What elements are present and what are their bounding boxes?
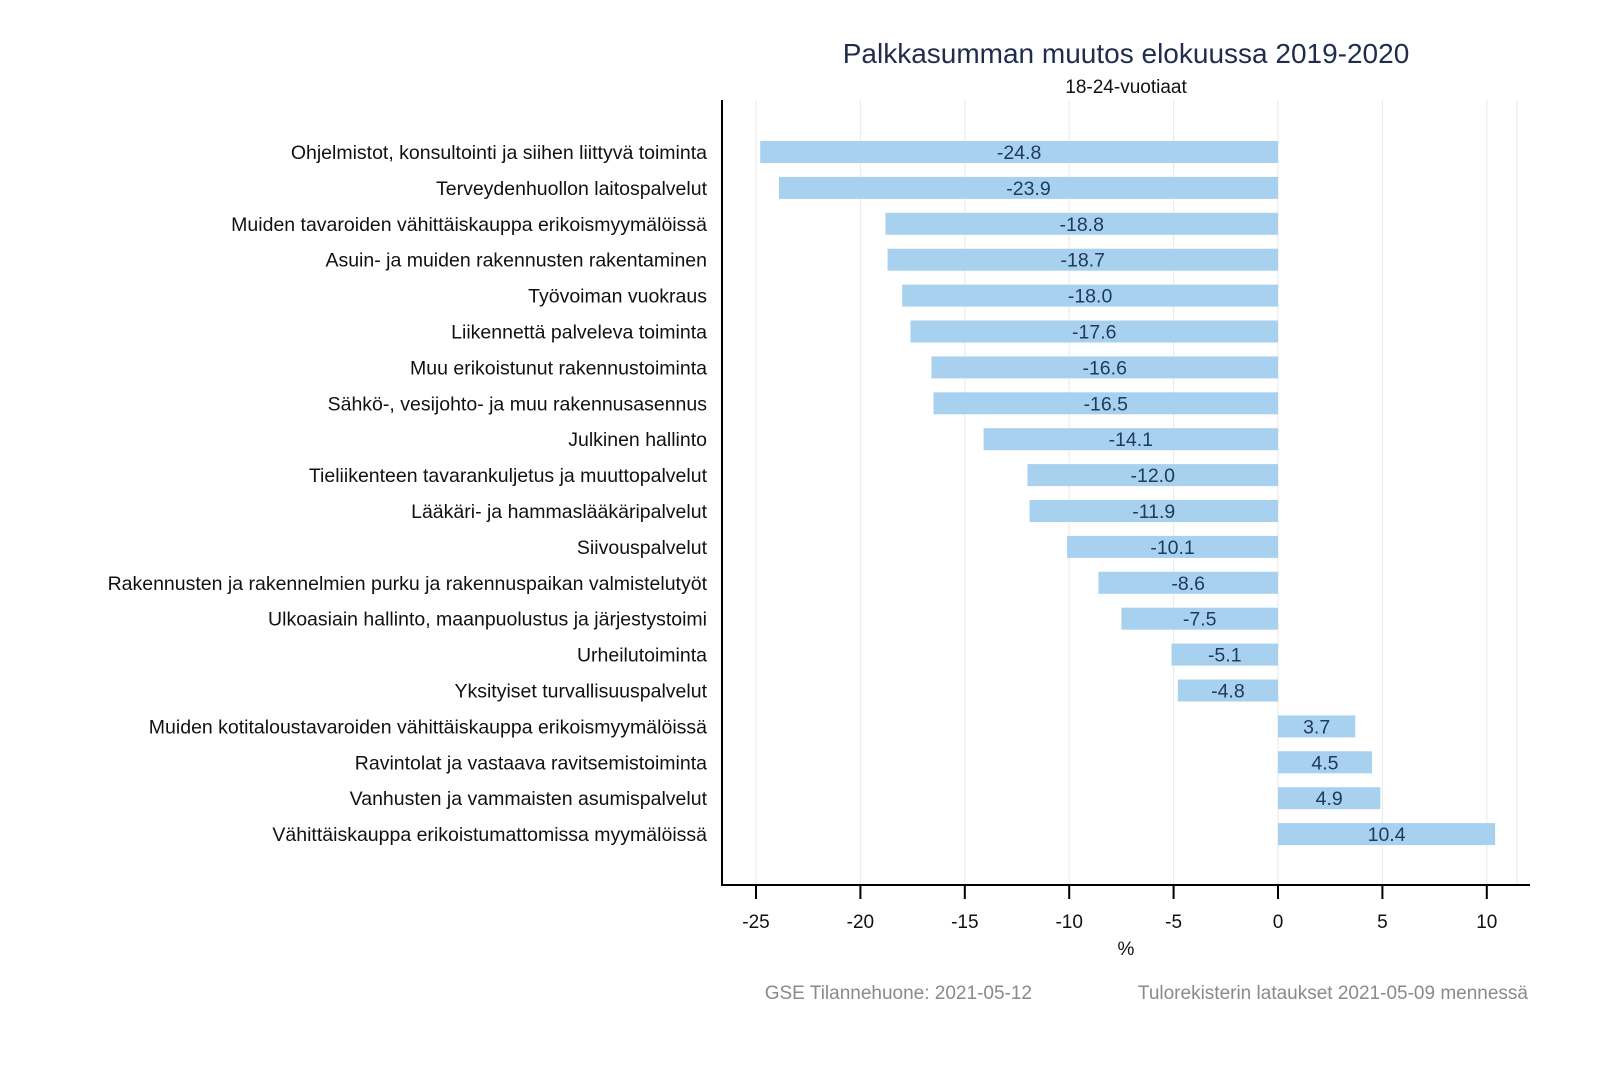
bar-value-label: -4.8 <box>1211 681 1245 703</box>
category-label: Urheilutoiminta <box>577 645 707 667</box>
bar <box>1029 500 1278 522</box>
x-tick-label: -15 <box>951 912 978 933</box>
category-label: Sähkö-, vesijohto- ja muu rakennusasennu… <box>328 393 708 415</box>
bar <box>1278 823 1496 846</box>
bar-value-label: -24.8 <box>997 142 1041 164</box>
bar <box>902 284 1278 307</box>
bar <box>760 141 1278 163</box>
bar <box>1027 464 1278 487</box>
chart-title: Palkkasumman muutos elokuussa 2019-2020 <box>843 38 1410 69</box>
bar-value-label: -5.1 <box>1208 645 1242 667</box>
bar-value-label: -12.0 <box>1130 465 1175 487</box>
category-label: Vähittäiskauppa erikoistumattomissa myym… <box>272 824 707 846</box>
category-label: Vanhusten ja vammaisten asumispalvelut <box>350 788 708 810</box>
bar-value-label: -7.5 <box>1183 609 1217 631</box>
x-tick-label: 10 <box>1476 912 1497 933</box>
x-axis-ticks: -25 -20 -15 -10 -5 0 5 10 <box>742 885 1497 933</box>
category-label: Ravintolat ja vastaava ravitsemistoimint… <box>355 752 707 774</box>
category-label: Muiden tavaroiden vähittäiskauppa erikoi… <box>231 214 707 236</box>
bar <box>931 356 1278 379</box>
x-tick-label: -25 <box>742 912 769 933</box>
x-tick-label: -20 <box>847 912 874 933</box>
bar-value-label: -18.7 <box>1061 250 1105 272</box>
bar-value-label: 4.9 <box>1316 788 1343 810</box>
bar <box>1121 607 1278 630</box>
chart-subtitle: 18-24-vuotiaat <box>1065 77 1187 98</box>
bar <box>778 176 1278 199</box>
category-label: Lääkäri- ja hammaslääkäripalvelut <box>411 501 707 523</box>
bar-value-label: 4.5 <box>1311 752 1338 774</box>
bar <box>910 320 1278 343</box>
bar <box>1278 715 1356 738</box>
category-label: Ulkoasiain hallinto, maanpuolustus ja jä… <box>268 609 707 631</box>
bar-value-label: -11.9 <box>1132 501 1175 523</box>
x-tick-label: 0 <box>1273 912 1284 933</box>
x-tick-label: 5 <box>1377 912 1388 933</box>
category-label: Muiden kotitaloustavaroiden vähittäiskau… <box>149 716 707 738</box>
bar <box>1098 571 1278 594</box>
bar <box>933 392 1278 415</box>
source-note-left: GSE Tilannehuone: 2021-05-12 <box>765 983 1032 1004</box>
category-label: Ohjelmistot, konsultointi ja siihen liit… <box>291 142 707 164</box>
bar-value-label: -18.0 <box>1068 286 1113 308</box>
category-label: Rakennusten ja rakennelmien purku ja rak… <box>108 573 708 595</box>
bar-value-label: -14.1 <box>1109 429 1153 451</box>
x-tick-label: -5 <box>1165 912 1182 933</box>
bar <box>1278 751 1372 774</box>
source-note-right: Tulorekisterin lataukset 2021-05-09 menn… <box>1138 983 1528 1004</box>
bar-value-label: -10.1 <box>1150 537 1194 559</box>
bar-value-label: -18.8 <box>1060 214 1104 236</box>
category-label: Työvoiman vuokraus <box>528 286 707 308</box>
category-label: Muu erikoistunut rakennustoiminta <box>410 357 707 379</box>
bar <box>887 248 1278 271</box>
bar-value-label: -16.5 <box>1084 393 1129 415</box>
x-axis-title: % <box>1118 939 1135 960</box>
category-label: Liikennettä palveleva toiminta <box>451 322 707 344</box>
category-label: Yksityiset turvallisuuspalvelut <box>454 681 707 703</box>
bar <box>1278 787 1381 810</box>
category-label: Asuin- ja muiden rakennusten rakentamine… <box>325 250 707 272</box>
category-label: Tieliikenteen tavarankuljetus ja muuttop… <box>309 465 708 487</box>
bar-value-label: -8.6 <box>1171 573 1205 595</box>
category-label: Siivouspalvelut <box>577 537 708 559</box>
bar <box>983 428 1278 451</box>
bars <box>760 141 1496 846</box>
value-labels: -24.8 -23.9 -18.8 -18.7 -18.0 -17.6 -16.6 -16.5… <box>997 142 1406 846</box>
bar <box>885 212 1278 235</box>
bar-value-label: -23.9 <box>1006 178 1050 200</box>
category-labels: Ohjelmistot, konsultointi ja siihen liit… <box>108 142 708 846</box>
category-label: Julkinen hallinto <box>568 429 707 451</box>
bar-value-label: 10.4 <box>1368 824 1406 846</box>
bar-value-label: 3.7 <box>1303 716 1330 738</box>
x-tick-label: -10 <box>1055 912 1082 933</box>
bar-value-label: -17.6 <box>1072 322 1116 344</box>
bar <box>1067 535 1278 558</box>
bar <box>1171 643 1278 666</box>
bar-value-label: -16.6 <box>1082 357 1126 379</box>
bar <box>1177 679 1278 702</box>
category-label: Terveydenhuollon laitospalvelut <box>436 178 708 200</box>
